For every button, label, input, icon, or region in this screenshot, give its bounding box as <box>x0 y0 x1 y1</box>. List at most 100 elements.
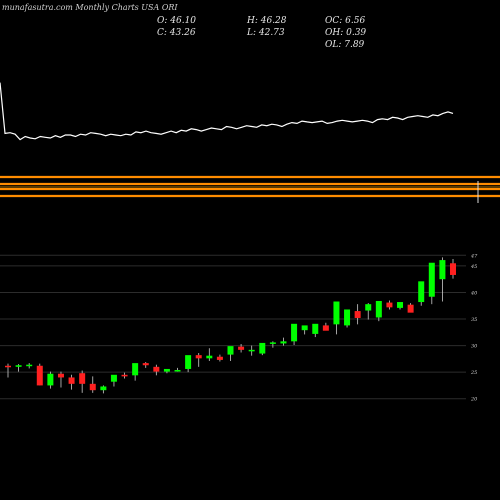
ol-value: OL: 7.89 <box>325 40 365 50</box>
candle-body <box>227 346 234 355</box>
candle-body <box>57 373 64 378</box>
candle <box>238 343 245 353</box>
candle-body <box>397 302 404 308</box>
candle-body <box>280 341 287 344</box>
indicator-line-chart <box>0 82 454 141</box>
candle-body <box>153 366 160 372</box>
candle <box>79 370 86 393</box>
candle <box>280 337 287 346</box>
candle <box>142 362 149 368</box>
candle-body <box>185 355 192 369</box>
low-value: L: 42.73 <box>247 28 285 38</box>
candle-body <box>333 301 340 325</box>
candle-body <box>418 281 425 303</box>
candle <box>428 262 435 305</box>
candle <box>5 363 11 378</box>
candle-body <box>354 311 361 318</box>
candle-body <box>89 383 96 391</box>
candle <box>174 367 181 372</box>
candle <box>301 325 308 335</box>
candle-body <box>68 377 75 384</box>
oh-value: OH: 0.39 <box>325 28 367 38</box>
candle <box>386 300 393 310</box>
candle <box>206 348 213 361</box>
y-tick-label: 40 <box>470 290 478 296</box>
candle <box>291 323 298 346</box>
candle <box>100 385 107 394</box>
band-fill <box>0 186 500 188</box>
indicator-line <box>0 82 454 141</box>
candle-body <box>248 349 255 352</box>
candle-body <box>269 342 276 344</box>
candle <box>259 342 266 356</box>
candle <box>195 353 202 367</box>
y-tick-label: 45 <box>470 264 477 270</box>
y-tick-label: 35 <box>471 317 477 323</box>
candle-body <box>375 300 382 318</box>
y-axis-ticks: 20 25 30 35 40 45 47 <box>470 253 478 402</box>
candle <box>163 368 170 374</box>
candle <box>110 374 117 387</box>
candle <box>312 323 319 338</box>
candle <box>216 354 223 362</box>
candle-body <box>163 368 170 372</box>
close-value: C: 43.26 <box>157 28 196 38</box>
candle-body <box>407 304 414 313</box>
candle <box>121 372 128 379</box>
candle-body <box>110 374 117 382</box>
candle-body <box>100 386 107 391</box>
candle <box>185 355 192 373</box>
candle <box>333 301 340 335</box>
y-tick-label: 25 <box>470 370 477 376</box>
oc-value: OC: 6.56 <box>325 16 366 26</box>
candle-body <box>344 309 351 326</box>
candle <box>407 303 414 313</box>
candle-body <box>26 364 33 367</box>
candle <box>47 371 54 389</box>
candle-body <box>238 346 245 350</box>
y-tick-label: 30 <box>471 344 478 350</box>
candle-body <box>79 373 86 384</box>
candle <box>89 376 96 393</box>
candle <box>450 259 456 279</box>
candle <box>227 346 234 361</box>
y-tick-label: 47 <box>470 253 478 259</box>
candle <box>354 304 361 325</box>
y-tick-label: 20 <box>470 397 478 403</box>
candle <box>375 300 382 322</box>
candles <box>5 257 456 394</box>
candle <box>153 364 160 376</box>
candle <box>57 371 64 388</box>
candle-body <box>312 323 319 334</box>
candle-body <box>15 365 22 367</box>
candle <box>322 322 329 331</box>
candle-body <box>301 325 308 331</box>
candle-body <box>259 342 266 354</box>
candle-body <box>386 302 393 308</box>
candle-body <box>216 356 223 360</box>
candle-body <box>365 304 372 311</box>
open-value: O: 46.10 <box>157 16 197 26</box>
candle-body <box>195 355 202 359</box>
candle-body <box>121 374 128 377</box>
candle <box>132 363 139 381</box>
candle <box>36 363 43 386</box>
high-value: H: 46.28 <box>247 16 287 26</box>
candle-body <box>428 262 435 297</box>
candle-body <box>291 323 298 342</box>
candle <box>269 341 276 348</box>
candle-body <box>36 365 43 386</box>
candle <box>248 345 255 356</box>
candle-body <box>322 325 329 331</box>
candle-body <box>174 370 181 372</box>
chart-title: munafasutra.com Monthly Charts USA ORI <box>2 3 178 12</box>
candle-body <box>47 373 54 386</box>
candle <box>26 363 33 369</box>
grid-lines <box>0 254 466 400</box>
candle <box>344 309 351 328</box>
candle <box>68 374 75 390</box>
candle <box>15 364 22 372</box>
candle <box>439 257 446 302</box>
